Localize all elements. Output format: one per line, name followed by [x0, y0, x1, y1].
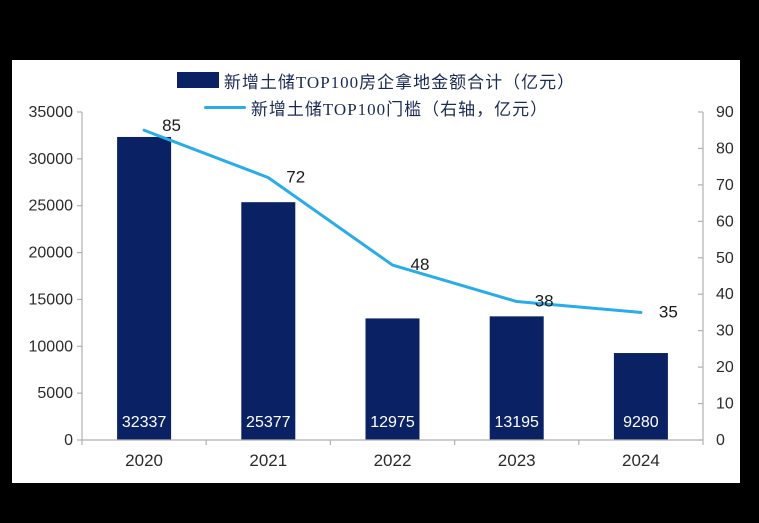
bar-2021 [241, 202, 296, 440]
left-axis-tick-label: 0 [64, 432, 73, 449]
left-axis-tick-label: 15000 [29, 291, 74, 308]
right-axis-tick-label: 70 [716, 177, 734, 194]
line-value-label: 72 [286, 168, 305, 187]
right-axis-tick-label: 90 [716, 104, 734, 121]
bar-value-label: 13195 [494, 414, 539, 431]
right-axis-tick-label: 10 [716, 396, 734, 413]
line-value-label: 85 [162, 116, 181, 135]
line-value-label: 35 [659, 302, 678, 321]
right-axis-tick-label: 80 [716, 140, 734, 157]
left-axis-tick-label: 20000 [29, 245, 74, 262]
line-series [142, 128, 643, 314]
bar-value-label: 32337 [122, 414, 167, 431]
x-axis-category-label: 2022 [374, 451, 412, 470]
x-axis-category-label: 2023 [498, 451, 536, 470]
plot-area: 0 5000 10000 15000 20000 25000 30000 35000 0 10 20… [29, 104, 734, 470]
bar-2024 [613, 353, 668, 440]
left-axis-tick-label: 30000 [29, 151, 74, 168]
bar-2023 [489, 316, 544, 440]
legend-item-bar-series: 新增土储TOP100房企拿地金额合计（亿元） [176, 68, 576, 92]
line-value-label: 48 [411, 255, 430, 274]
legend-label-bar-series: 新增土储TOP100房企拿地金额合计（亿元） [223, 72, 576, 92]
left-axis-tick-label: 25000 [29, 198, 74, 215]
bar-2020 [117, 136, 172, 440]
chart-panel: 新增土储TOP100房企拿地金额合计（亿元） 新增土储TOP100门槛（右轴，亿… [12, 60, 740, 483]
bar-series-swatch-icon [176, 72, 219, 88]
line-series-swatch-icon [203, 105, 246, 109]
right-axis-tick-label: 0 [716, 432, 725, 449]
left-axis-tick-label: 10000 [29, 338, 74, 355]
bar-value-label: 12975 [370, 414, 415, 431]
legend-item-line-series: 新增土储TOP100门槛（右轴，亿元） [203, 95, 549, 119]
left-axis-tick-label: 35000 [29, 104, 74, 121]
x-axis-category-label: 2020 [125, 451, 163, 470]
right-axis-tick-label: 60 [716, 213, 734, 230]
bar-value-label: 25377 [246, 414, 291, 431]
bar-2022 [365, 318, 420, 440]
right-axis-tick-label: 50 [716, 250, 734, 267]
x-axis-category-label: 2021 [249, 451, 287, 470]
x-axis-category-label: 2024 [622, 451, 660, 470]
right-axis-tick-label: 30 [716, 323, 734, 340]
right-axis-tick-label: 40 [716, 286, 734, 303]
bar-value-label: 9280 [623, 414, 659, 431]
line-value-label: 38 [535, 292, 554, 311]
chart-legend: 新增土储TOP100房企拿地金额合计（亿元） 新增土储TOP100门槛（右轴，亿… [12, 68, 740, 119]
legend-label-line-series: 新增土储TOP100门槛（右轴，亿元） [250, 99, 549, 119]
left-axis-tick-label: 5000 [37, 385, 73, 402]
right-axis-tick-label: 20 [716, 359, 734, 376]
